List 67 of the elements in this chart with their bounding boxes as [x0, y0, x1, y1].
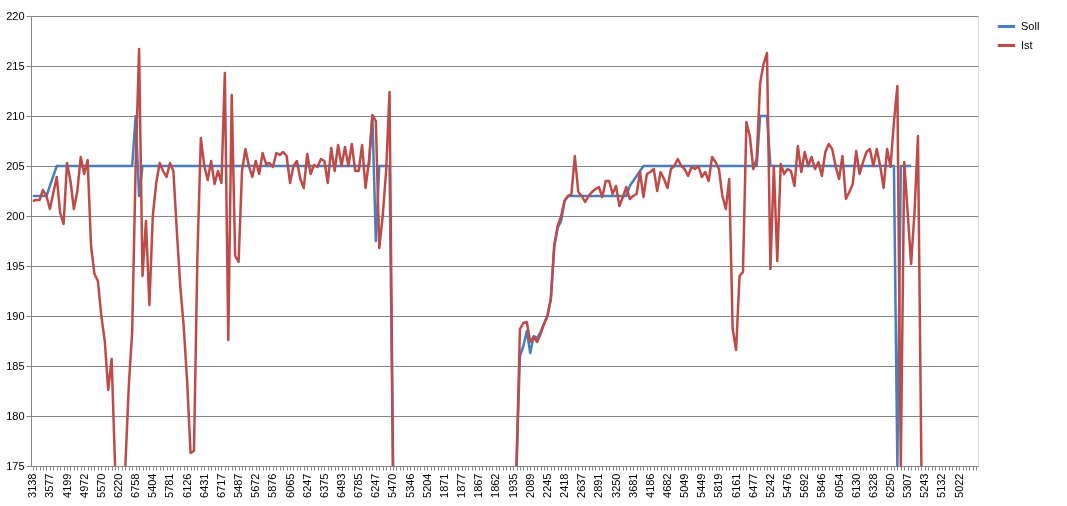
x-tick-label: 6054 — [832, 473, 845, 498]
x-tick-label: 6493 — [335, 473, 348, 498]
x-tick-label: 5692 — [798, 473, 811, 498]
y-tick-label: 205 — [6, 159, 25, 172]
x-tick-label: 6250 — [884, 473, 897, 498]
y-tick-label: 215 — [6, 59, 25, 72]
x-tick-label: 4972 — [77, 473, 90, 498]
x-tick-label: 5876 — [266, 473, 279, 498]
y-tick-label: 185 — [6, 359, 25, 372]
y-tick-label: 200 — [6, 209, 25, 222]
legend-label: Soll — [1021, 19, 1040, 32]
x-tick-label: 1862 — [489, 473, 502, 498]
y-tick-label: 175 — [6, 459, 25, 472]
x-tick-label: 2245 — [540, 473, 553, 498]
x-tick-label: 5819 — [712, 473, 725, 498]
x-tick-label: 6247 — [300, 473, 313, 498]
x-tick-label: 5242 — [763, 473, 776, 498]
x-tick-label: 4682 — [660, 473, 673, 498]
x-tick-label: 6785 — [352, 473, 365, 498]
y-tick-label: 195 — [6, 259, 25, 272]
x-tick-label: 6161 — [729, 473, 742, 498]
x-tick-label: 4199 — [60, 473, 73, 498]
x-tick-label: 2891 — [592, 473, 605, 498]
x-tick-label: 5672 — [249, 473, 262, 498]
x-tick-label: 6065 — [283, 473, 296, 498]
x-tick-label: 5570 — [94, 473, 107, 498]
x-tick-label: 5022 — [952, 473, 965, 498]
x-tick-label: 5307 — [901, 473, 914, 498]
x-tick-label: 2637 — [575, 473, 588, 498]
x-tick-label: 2089 — [523, 473, 536, 498]
x-tick-label: 6717 — [214, 473, 227, 498]
x-tick-label: 6220 — [111, 473, 124, 498]
x-tick-label: 4186 — [643, 473, 656, 498]
x-tick-label: 6130 — [849, 473, 862, 498]
x-tick-label: 5846 — [815, 473, 828, 498]
x-tick-label: 5781 — [163, 473, 176, 498]
x-tick-label: 3577 — [43, 473, 56, 498]
x-tick-label: 1877 — [455, 473, 468, 498]
y-tick-label: 220 — [6, 9, 25, 22]
x-tick-label: 3138 — [26, 473, 39, 498]
legend-label: Ist — [1021, 38, 1033, 51]
x-tick-label: 5049 — [678, 473, 691, 498]
x-tick-label: 5346 — [403, 473, 416, 498]
x-tick-label: 1935 — [506, 473, 519, 498]
x-tick-label: 5470 — [386, 473, 399, 498]
x-tick-label: 5204 — [420, 473, 433, 498]
x-tick-label: 5243 — [918, 473, 931, 498]
y-tick-label: 210 — [6, 109, 25, 122]
x-tick-label: 6247 — [369, 473, 382, 498]
x-tick-label: 6431 — [197, 473, 210, 498]
x-tick-label: 5132 — [935, 473, 948, 498]
x-tick-label: 6758 — [129, 473, 142, 498]
x-tick-label: 2418 — [558, 473, 571, 498]
x-tick-label: 1867 — [472, 473, 485, 498]
x-tick-label: 6375 — [317, 473, 330, 498]
x-tick-label: 3681 — [626, 473, 639, 498]
y-tick-label: 180 — [6, 409, 25, 422]
x-tick-label: 5449 — [695, 473, 708, 498]
x-tick-label: 6126 — [180, 473, 193, 498]
x-tick-label: 5404 — [146, 473, 159, 498]
x-tick-label: 3250 — [609, 473, 622, 498]
x-tick-label: 1871 — [437, 473, 450, 498]
x-tick-label: 6477 — [746, 473, 759, 498]
x-tick-label: 6328 — [866, 473, 879, 498]
x-tick-label: 5476 — [781, 473, 794, 498]
y-tick-label: 190 — [6, 309, 25, 322]
x-tick-label: 5487 — [232, 473, 245, 498]
